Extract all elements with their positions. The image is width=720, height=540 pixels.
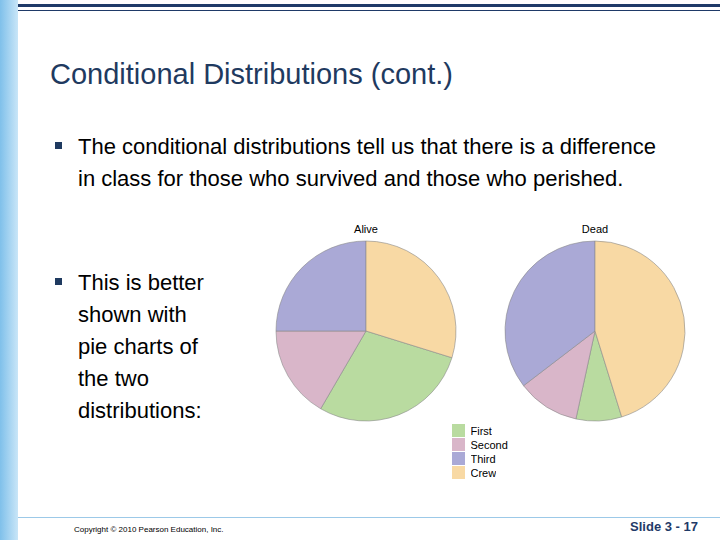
html-text:Second: Second bbox=[470, 438, 508, 451]
html-text:The conditional distributions: The conditional distributions tell us th… bbox=[78, 134, 656, 191]
html-text:Conditional Distributions (con: Conditional Distributions (cont.) bbox=[50, 58, 453, 90]
html-text:Crew: Crew bbox=[470, 466, 497, 479]
svg-text:Dead: Dead bbox=[582, 223, 608, 235]
svg-text:Alive: Alive bbox=[354, 223, 378, 235]
html-text:Third: Third bbox=[470, 452, 496, 465]
html-text:Copyright © 2010 Pearson Educa: Copyright © 2010 Pearson Education, Inc. bbox=[74, 525, 224, 534]
html-text:Slide 3 - 17: Slide 3 - 17 bbox=[630, 519, 698, 534]
html-text:This is better shown with pie: This is better shown with pie charts of … bbox=[78, 270, 204, 423]
html-text:First: First bbox=[470, 424, 492, 437]
